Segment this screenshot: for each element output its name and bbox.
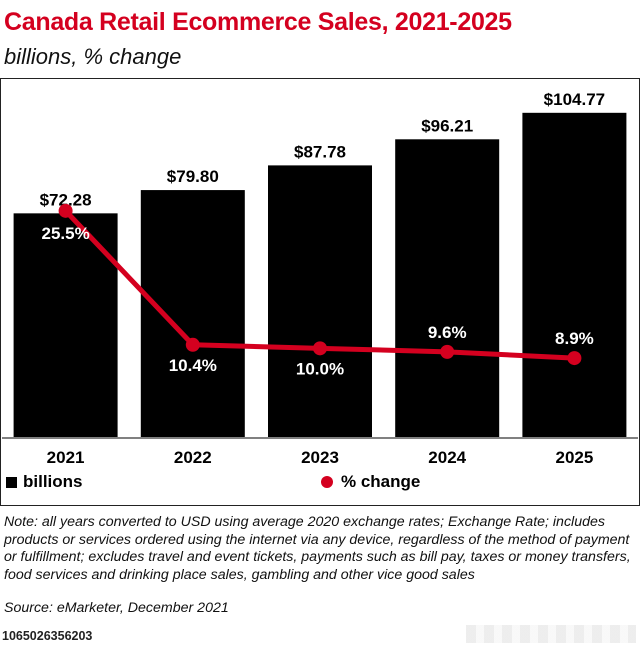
- left-rule: [0, 78, 1, 506]
- bar-value-label: $87.78: [294, 142, 346, 161]
- chart-subtitle: billions, % change: [4, 44, 182, 69]
- bottom-rule: [0, 505, 640, 506]
- change-value-label: 9.6%: [428, 323, 467, 342]
- bar-value-label: $104.77: [544, 90, 605, 109]
- legend-change-label: % change: [341, 472, 421, 491]
- top-rule: [0, 78, 640, 79]
- x-tick-label: 2021: [47, 448, 85, 467]
- chart-id: 1065026356203: [2, 629, 93, 643]
- change-value-label: 10.0%: [296, 359, 344, 378]
- x-tick-label: 2024: [428, 448, 466, 467]
- legend-billions-label: billions: [23, 472, 83, 491]
- bar-2025: [522, 112, 627, 437]
- change-point-2024: [440, 344, 455, 359]
- x-tick-label: 2023: [301, 448, 339, 467]
- change-value-label: 8.9%: [555, 329, 594, 348]
- chart-source: Source: eMarketer, December 2021: [4, 600, 229, 616]
- bar-value-label: $96.21: [421, 116, 473, 135]
- legend-line-swatch: [321, 476, 333, 488]
- legend-bar-swatch: [6, 476, 17, 488]
- change-point-2025: [567, 351, 582, 366]
- legend-billions: billions: [6, 472, 83, 492]
- x-tick-label: 2025: [555, 448, 593, 467]
- bar-value-label: $79.80: [167, 167, 219, 186]
- watermark: [466, 625, 636, 643]
- legend-change: % change: [321, 472, 420, 492]
- bar-2023: [268, 165, 372, 437]
- change-point-2023: [313, 341, 327, 356]
- bar-2024: [395, 139, 500, 437]
- chart-title: Canada Retail Ecommerce Sales, 2021-2025: [4, 8, 512, 36]
- x-tick-label: 2022: [174, 448, 212, 467]
- change-value-label: 25.5%: [41, 224, 89, 243]
- change-value-label: 10.4%: [169, 356, 217, 375]
- bar-value-label: $72.28: [40, 190, 92, 209]
- change-point-2021: [58, 203, 73, 218]
- bar-2022: [140, 190, 245, 437]
- change-point-2022: [185, 337, 200, 352]
- chart-note: Note: all years converted to USD using a…: [4, 514, 631, 583]
